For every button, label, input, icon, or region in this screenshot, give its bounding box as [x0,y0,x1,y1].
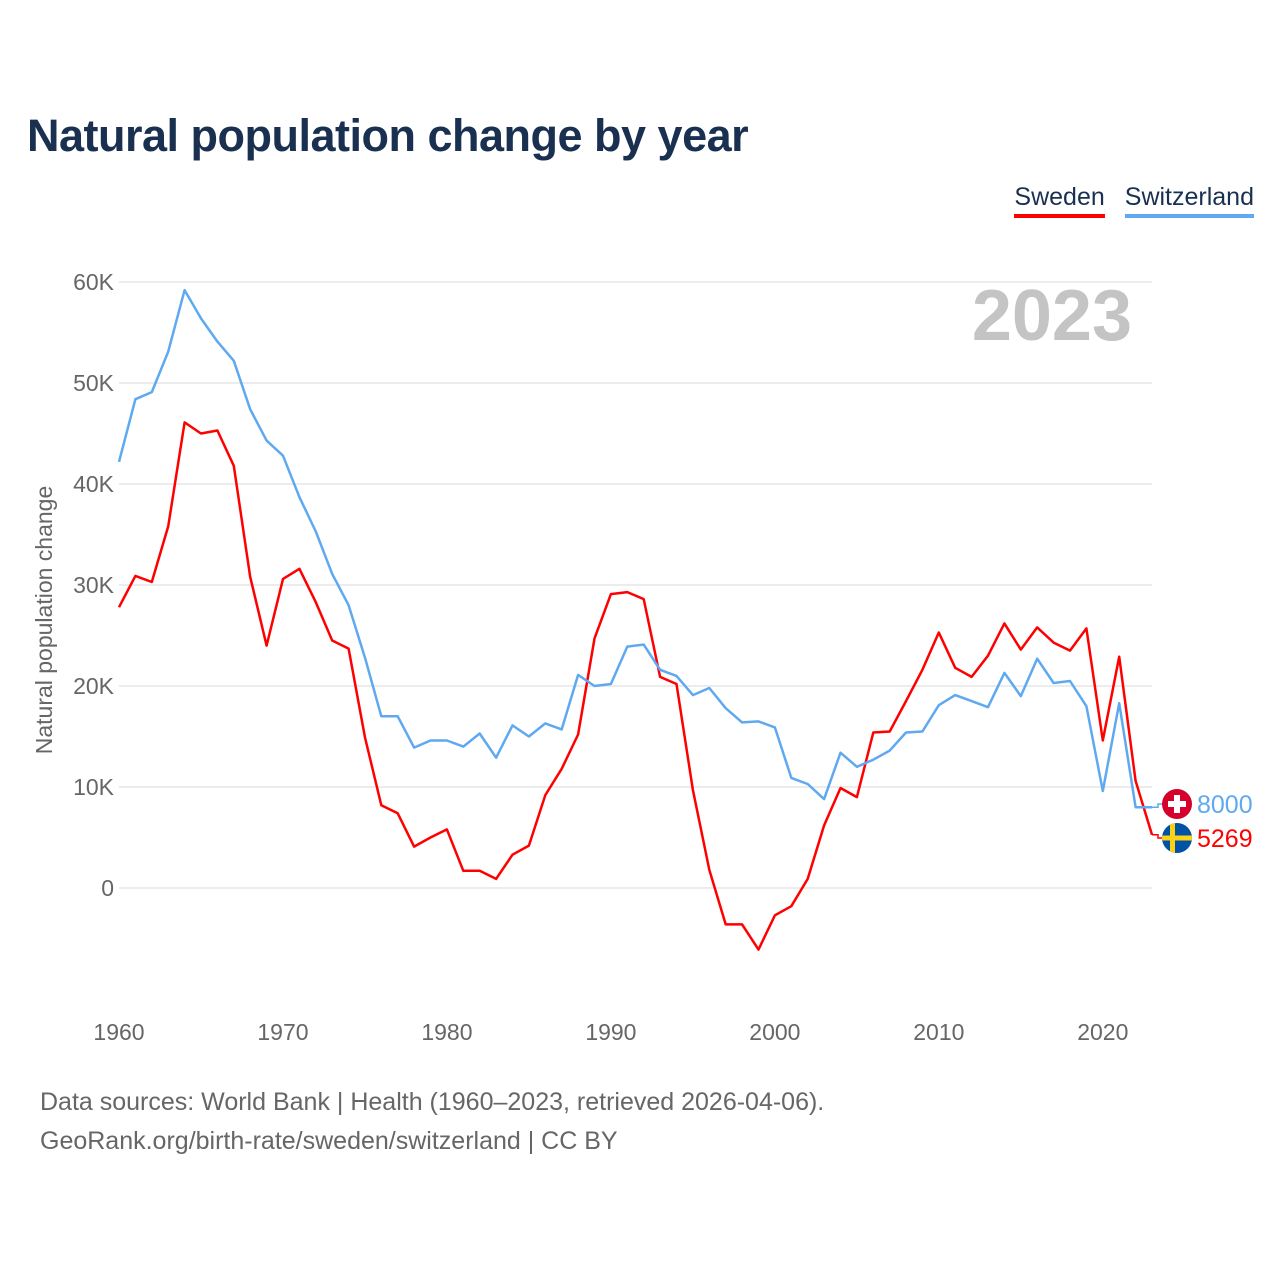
footer-sources: Data sources: World Bank | Health (1960–… [40,1088,825,1116]
legend: Sweden Switzerland [1014,183,1254,218]
end-value-label: 8000 [1197,791,1253,819]
series-line-sweden [117,421,1154,951]
y-tick-label: 0 [101,875,114,901]
year-label: 2023 [972,276,1132,356]
y-tick-label: 50K [73,370,115,396]
x-tick-label: 2000 [749,1019,800,1045]
y-tick-label: 20K [73,673,115,699]
x-tick-label: 2010 [913,1019,964,1045]
end-connector [1152,803,1164,808]
sweden-flag-icon [1162,822,1192,853]
x-tick-label: 1960 [93,1019,144,1045]
x-tick-label: 1970 [257,1019,308,1045]
y-tick-label: 30K [73,572,115,598]
x-tick-label: 1980 [421,1019,472,1045]
switzerland-flag-icon [1162,788,1192,819]
end-connector [1152,834,1164,839]
y-tick-label: 40K [73,471,115,497]
end-value-label: 5269 [1197,825,1253,853]
series-line-switzerland [117,288,1152,809]
y-tick-label: 10K [73,774,115,800]
x-tick-label: 2020 [1077,1019,1128,1045]
legend-sweden[interactable]: Sweden [1014,183,1105,218]
y-axis-label: Natural population change [31,486,57,755]
x-tick-label: 1990 [585,1019,636,1045]
footer-attribution[interactable]: GeoRank.org/birth-rate/sweden/switzerlan… [40,1127,618,1155]
chart-title: Natural population change by year [27,110,749,161]
legend-switzerland[interactable]: Switzerland [1124,183,1254,218]
y-tick-label: 60K [73,269,115,295]
